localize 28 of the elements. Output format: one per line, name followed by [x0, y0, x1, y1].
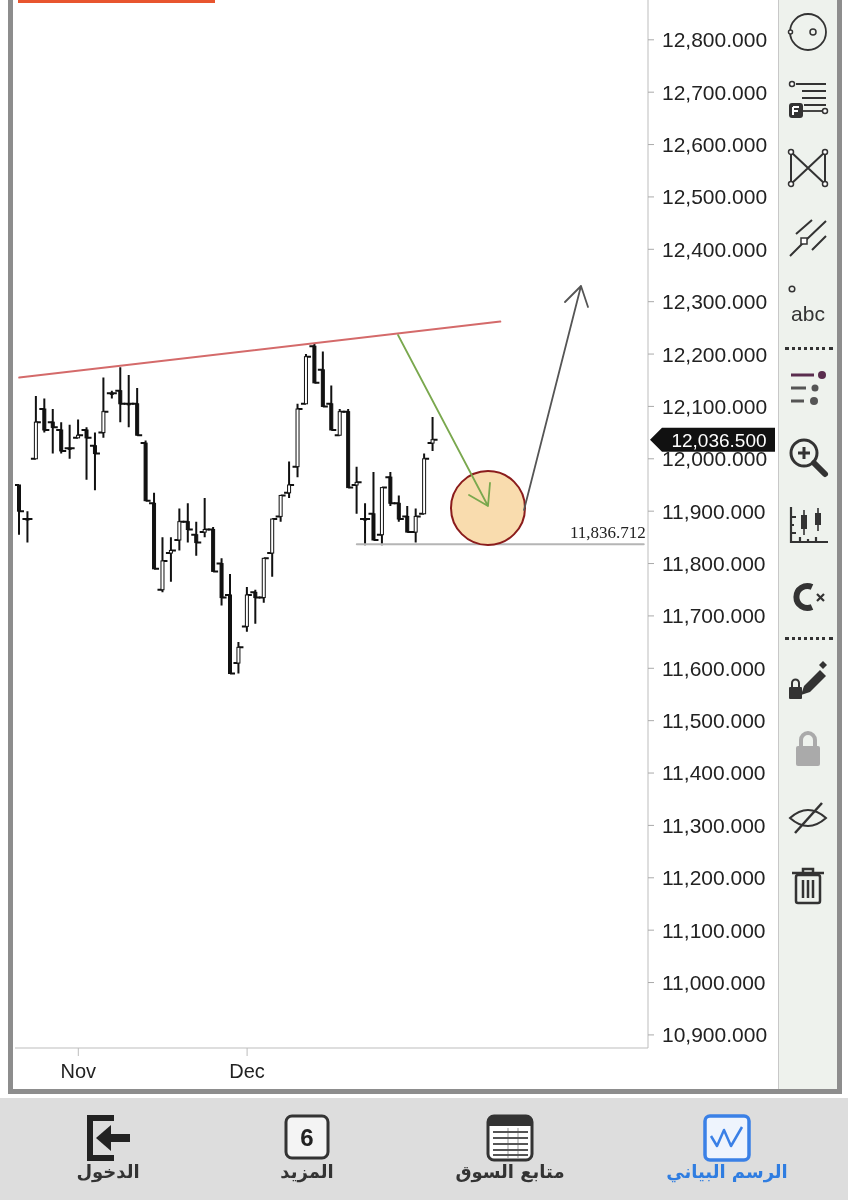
y-tick-label: 12,700.000: [662, 80, 768, 104]
y-tick-label: 11,700.000: [662, 604, 766, 628]
y-tick-label: 12,300.000: [662, 290, 768, 314]
y-tick-label: 11,200.000: [662, 866, 766, 890]
y-tick-label: 10,900.000: [662, 1023, 768, 1047]
y-tick-label: 11,300.000: [662, 813, 766, 837]
text: المزيد: [279, 1160, 335, 1184]
y-tick-label: 11,900.000: [662, 499, 766, 523]
y-tick-label: 11,400.000: [662, 761, 766, 785]
y-tick-label: 11,600.000: [662, 656, 766, 680]
y-tick-label: 12,800.000: [662, 28, 768, 52]
text: متابع السوق: [454, 1160, 566, 1184]
y-tick-label: 12,600.000: [662, 133, 768, 157]
text: الرسم البياني: [665, 1160, 789, 1184]
x-tick-label: Nov: [60, 1060, 97, 1082]
y-tick-label: 11,100.000: [662, 918, 766, 942]
y-tick-label: 12,400.000: [662, 237, 768, 261]
y-tick-label: 12,200.000: [662, 342, 768, 366]
y-tick-label: 11,000.000: [662, 970, 766, 994]
x-tick-label: Dec: [229, 1060, 265, 1082]
y-tick-label: 11,800.000: [662, 552, 766, 575]
y-tick-label: 12,500.000: [662, 185, 768, 209]
legend-label: 11,836.712: [569, 523, 646, 543]
text: الدخول: [75, 1160, 141, 1184]
counter-box-icon: 6: [284, 1114, 330, 1160]
price-tag: 12,036.500: [650, 427, 775, 452]
y-tick-label: 11,500.000: [662, 709, 766, 733]
y-tick-label: 12,100.000: [662, 394, 768, 418]
